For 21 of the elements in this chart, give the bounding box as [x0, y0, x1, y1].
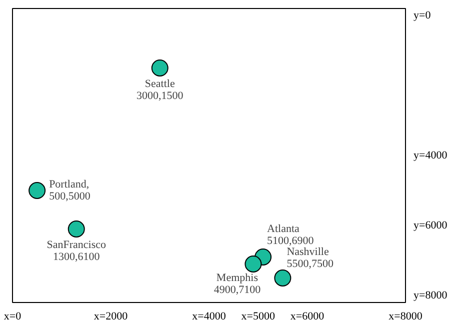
point: [274, 270, 292, 286]
annotation: Atlanta 5100,6900: [267, 223, 314, 247]
point: [28, 182, 46, 199]
point: [244, 256, 262, 272]
y-tick-label: y=4000: [414, 150, 448, 162]
point: [151, 60, 168, 76]
annotation: Nashville 5500,7500: [286, 246, 334, 270]
point: [68, 220, 85, 238]
x-tick-label: x=0: [4, 310, 22, 322]
x-tick-label: x=8000: [388, 310, 423, 322]
x-tick-label: x=5000: [241, 310, 276, 322]
x-tick-label: x=2000: [94, 310, 128, 322]
y-tick-label: y=8000: [414, 290, 448, 302]
annotation: Portland, 500,5000: [49, 178, 91, 202]
y-tick-label: y=0: [414, 10, 432, 22]
y-tick-label: y=6000: [414, 220, 448, 232]
x-tick-label: x=6000: [290, 310, 325, 322]
annotation: Seattle 3000,1500: [136, 78, 184, 102]
annotation: Memphis 4900,7100: [214, 272, 262, 296]
annotation: SanFrancisco 1300,6100: [46, 239, 106, 263]
x-tick-label: x=4000: [192, 310, 226, 322]
